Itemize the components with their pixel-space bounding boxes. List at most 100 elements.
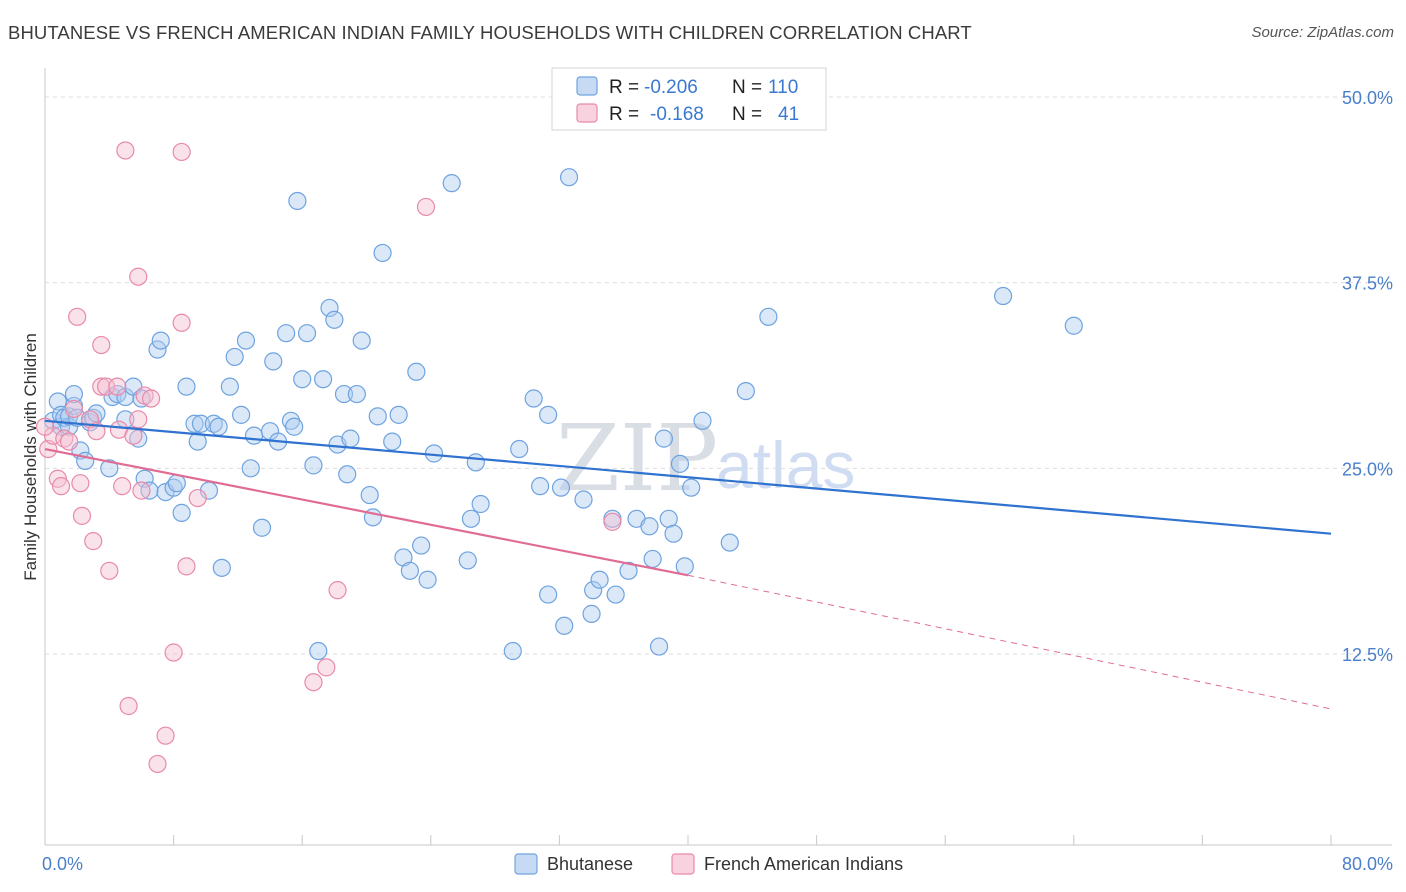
point-french-american-indians-6 [64, 399, 84, 419]
point-french-american-indians-7 [68, 307, 87, 326]
point-bhutanese-39 [220, 377, 239, 396]
legend-box [551, 67, 827, 131]
legend-n-value-2: 41 [778, 104, 799, 125]
point-bhutanese-16 [103, 387, 122, 407]
point-bhutanese-51 [285, 417, 304, 436]
x-tick-label-0: 0.0% [42, 854, 83, 874]
point-french-american-indians-38 [416, 197, 436, 217]
watermark-zip: ZIP [556, 405, 718, 512]
point-french-american-indians-21 [119, 696, 138, 716]
point-french-american-indians-35 [304, 673, 323, 692]
point-bhutanese-63 [341, 429, 360, 448]
trend-lines [44, 419, 1332, 710]
point-bhutanese-43 [241, 459, 260, 478]
point-bhutanese-85 [524, 389, 543, 408]
point-bhutanese-41 [232, 405, 251, 424]
point-bhutanese-52 [288, 191, 307, 211]
point-bhutanese-59 [325, 310, 344, 329]
point-bhutanese-74 [407, 362, 426, 381]
point-bhutanese-92 [574, 490, 593, 509]
point-bhutanese-95 [590, 570, 609, 589]
point-bhutanese-101 [643, 549, 662, 569]
trend-line-bhutanese [44, 419, 1332, 535]
point-bhutanese-66 [360, 485, 379, 505]
point-french-american-indians-33 [177, 557, 196, 576]
point-bhutanese-112 [759, 307, 778, 326]
point-bhutanese-109 [693, 411, 712, 430]
point-bhutanese-111 [736, 381, 755, 401]
point-bhutanese-33 [188, 432, 207, 451]
point-bhutanese-71 [389, 405, 408, 424]
point-french-american-indians-40 [35, 417, 55, 436]
point-bhutanese-93 [582, 604, 601, 623]
point-french-american-indians-31 [172, 313, 191, 332]
bottom-legend-swatch-bhutanese [514, 853, 538, 875]
point-bhutanese-65 [352, 331, 371, 350]
point-french-american-indians-36 [317, 658, 336, 677]
bottom-legend-label-french-american-indians: French American Indians [704, 854, 903, 874]
point-french-american-indians-11 [84, 532, 103, 551]
point-bhutanese-94 [584, 581, 603, 600]
legend-n-value-1: 110 [768, 77, 798, 98]
point-bhutanese-79 [458, 551, 477, 570]
point-french-american-indians-29 [156, 726, 175, 745]
x-tick-labels: 0.0% 80.0% [42, 854, 1393, 874]
chart-title: BHUTANESE VS FRENCH AMERICAN INDIAN FAMI… [8, 22, 972, 43]
point-bhutanese-55 [304, 456, 323, 475]
point-bhutanese-42 [236, 331, 256, 350]
point-bhutanese-75 [412, 536, 431, 555]
y-tick-labels: 12.5% 25.0% 37.5% 50.0% [1342, 88, 1393, 665]
point-french-american-indians-9 [72, 506, 92, 525]
point-bhutanese-15 [100, 459, 119, 478]
point-bhutanese-31 [177, 377, 196, 396]
point-bhutanese-34 [191, 414, 211, 433]
y-tick-label-1: 25.0% [1342, 459, 1393, 479]
point-bhutanese-45 [252, 518, 272, 537]
point-bhutanese-32 [185, 414, 204, 433]
point-bhutanese-108 [682, 478, 701, 497]
point-bhutanese-8 [64, 384, 84, 404]
point-bhutanese-70 [383, 432, 402, 451]
y-tick-label-0: 12.5% [1342, 645, 1393, 665]
source-credit: Source: ZipAtlas.com [1251, 24, 1394, 41]
point-bhutanese-78 [442, 174, 461, 193]
point-bhutanese-82 [471, 494, 490, 514]
point-bhutanese-114 [1064, 316, 1083, 335]
point-french-american-indians-20 [116, 141, 135, 160]
bottom-legend-swatch-french-american-indians [671, 853, 695, 875]
point-bhutanese-26 [151, 331, 170, 350]
point-french-american-indians-37 [328, 581, 347, 600]
point-french-american-indians-17 [108, 377, 127, 396]
point-bhutanese-68 [368, 407, 387, 426]
point-bhutanese-53 [293, 370, 312, 389]
point-french-american-indians-3 [51, 477, 71, 496]
point-french-american-indians-19 [113, 477, 132, 496]
point-bhutanese-61 [334, 384, 354, 404]
point-french-american-indians-4 [55, 429, 74, 448]
point-french-american-indians-16 [100, 561, 119, 580]
point-bhutanese-57 [313, 370, 333, 389]
point-bhutanese-49 [277, 324, 296, 343]
point-bhutanese-83 [503, 641, 522, 661]
point-bhutanese-97 [606, 585, 625, 604]
point-bhutanese-40 [225, 347, 244, 367]
point-bhutanese-37 [209, 417, 228, 436]
x-tick-label-1: 80.0% [1342, 854, 1393, 874]
point-bhutanese-113 [993, 286, 1013, 306]
legend-swatch-pink [576, 103, 598, 123]
series-bhutanese-points [43, 168, 1083, 661]
point-bhutanese-100 [640, 517, 659, 536]
point-bhutanese-88 [539, 585, 558, 604]
point-french-american-indians-12 [87, 422, 106, 441]
point-french-american-indians-13 [92, 377, 111, 396]
point-bhutanese-84 [510, 439, 529, 459]
point-bhutanese-30 [172, 503, 191, 522]
legend-r-label-1: R = [609, 77, 639, 98]
point-bhutanese-76 [418, 570, 437, 589]
grid-lines [45, 96, 1392, 655]
point-french-american-indians-24 [129, 267, 148, 286]
point-bhutanese-58 [320, 298, 339, 318]
point-bhutanese-90 [555, 616, 574, 635]
point-bhutanese-73 [400, 561, 420, 580]
point-french-american-indians-14 [92, 335, 111, 355]
